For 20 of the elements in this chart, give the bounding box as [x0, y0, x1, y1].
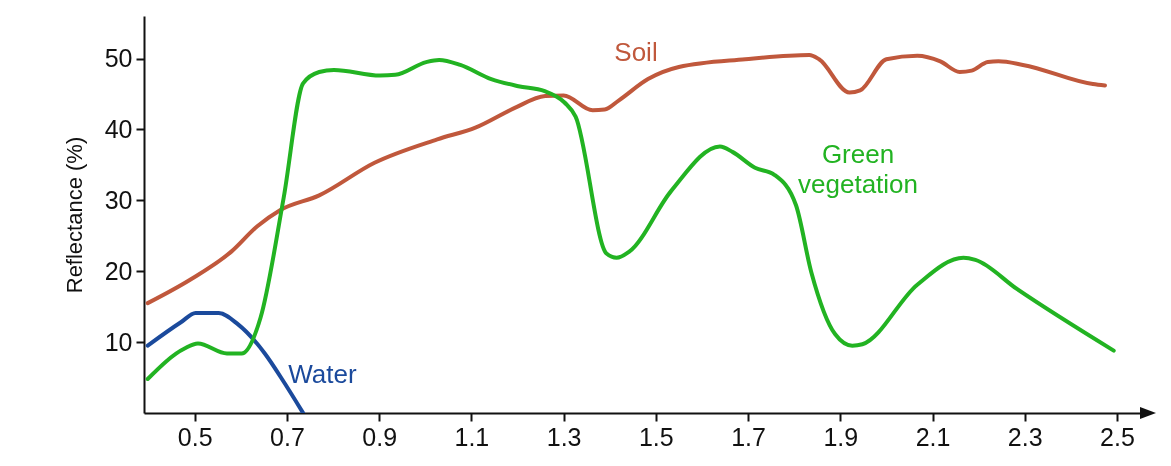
x-tick-label: 0.5 — [177, 422, 213, 451]
x-tick-label: 0.9 — [362, 422, 398, 451]
y-tick-label: 30 — [104, 185, 133, 214]
x-tick-label: 2.1 — [915, 422, 951, 451]
x-tick-label: 1.5 — [638, 422, 674, 451]
series-label: Water — [288, 358, 357, 389]
x-tick-label: 2.3 — [1007, 422, 1043, 451]
y-tick-label: 20 — [104, 256, 133, 285]
x-tick-label: 1.3 — [546, 422, 582, 451]
series-label: Green vegetation — [798, 139, 918, 200]
x-tick-label: 1.9 — [823, 422, 859, 451]
x-tick-label: 2.5 — [1100, 422, 1135, 451]
series-label: Soil — [614, 37, 658, 68]
x-tick-label: 0.7 — [270, 422, 305, 451]
x-tick-label: 1.7 — [731, 422, 766, 451]
x-tick-label: 1.1 — [454, 422, 490, 451]
y-tick-label: 50 — [104, 44, 133, 73]
y-axis-title: Reflectance (%) — [61, 136, 87, 294]
y-tick-label: 40 — [104, 114, 133, 143]
y-tick-label: 10 — [104, 327, 133, 356]
